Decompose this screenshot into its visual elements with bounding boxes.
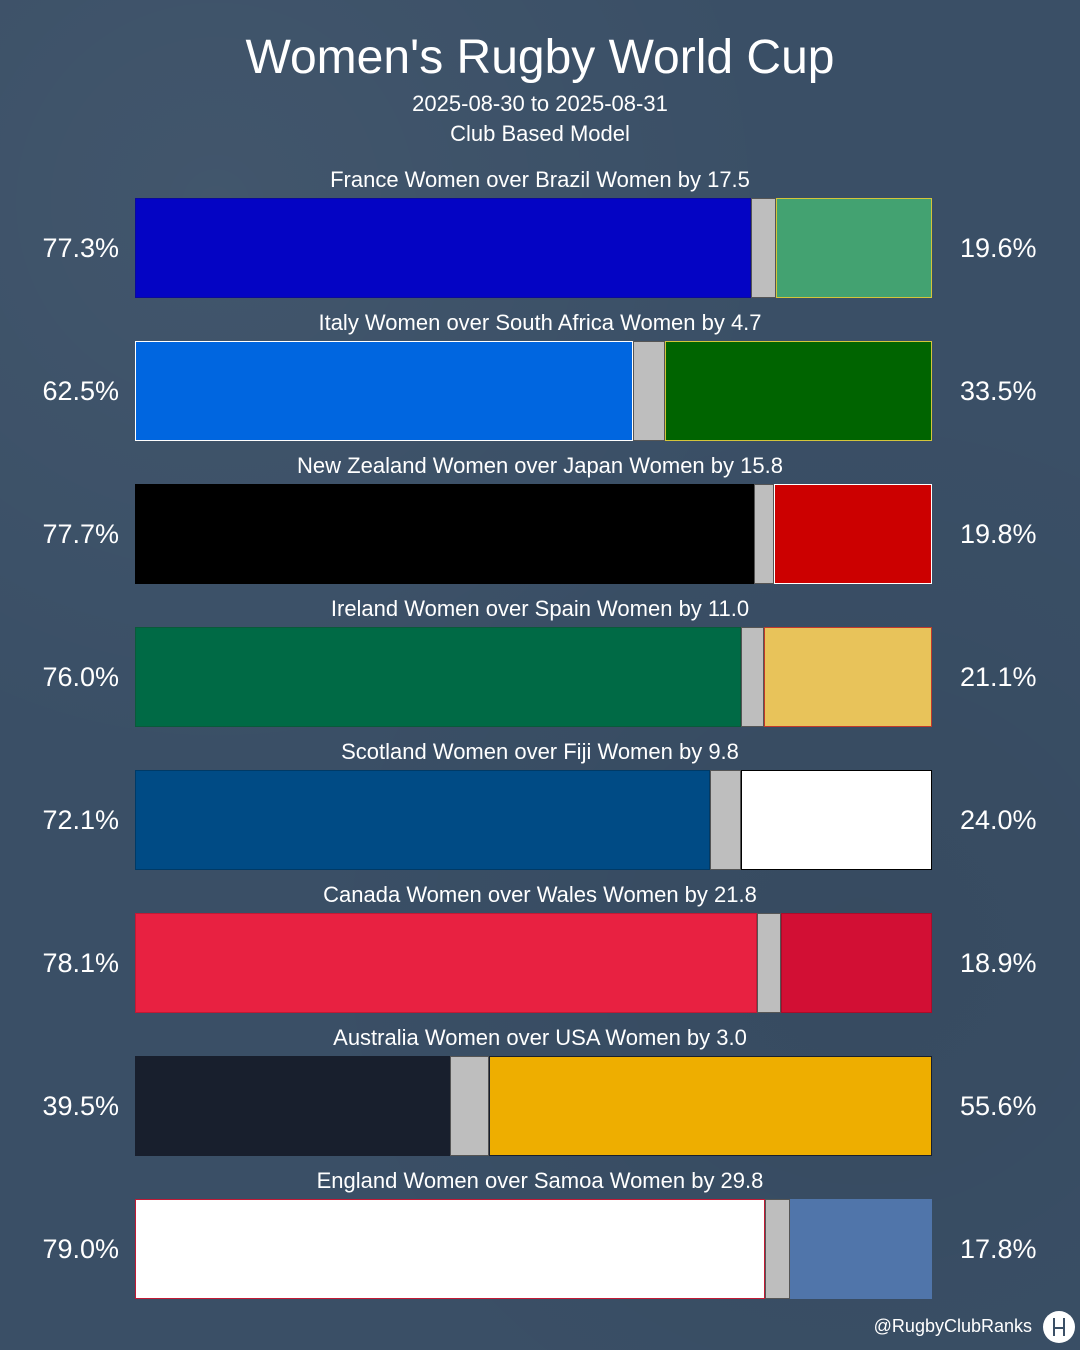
team1-win-percent: 62.5%: [42, 376, 119, 406]
probability-bar: [135, 913, 932, 1013]
match-label: Ireland Women over Spain Women by 11.0: [330, 596, 750, 621]
match-label: Canada Women over Wales Women by 21.8: [323, 882, 757, 907]
match-label: New Zealand Women over Japan Women by 15…: [297, 453, 783, 478]
team2-win-percent: 55.6%: [960, 1091, 1037, 1121]
match-label: France Women over Brazil Women by 17.5: [330, 167, 750, 192]
team2-win-segment: [764, 627, 932, 727]
probability-bar: [135, 341, 932, 441]
team1-win-percent: 77.3%: [42, 233, 119, 263]
match-row: Italy Women over South Africa Women by 4…: [0, 310, 1080, 442]
team1-win-segment: [135, 913, 757, 1013]
team2-win-segment: [790, 1199, 932, 1299]
match-row: Australia Women over USA Women by 3.0 39.…: [0, 1025, 1080, 1157]
probability-bar: [135, 484, 932, 584]
team1-win-percent: 79.0%: [42, 1234, 119, 1264]
model-name: Club Based Model: [450, 121, 630, 146]
goalposts-icon: [1043, 1311, 1075, 1343]
team2-win-percent: 19.6%: [960, 233, 1037, 263]
match-label: Italy Women over South Africa Women by 4…: [318, 310, 762, 335]
match-row: Scotland Women over Fiji Women by 9.8 72.…: [0, 739, 1080, 871]
match-row: France Women over Brazil Women by 17.5 77…: [0, 167, 1080, 299]
team1-win-percent: 77.7%: [42, 519, 119, 549]
draw-segment: [633, 341, 665, 441]
probability-bar: [135, 627, 932, 727]
chart-title: Women's Rugby World Cup: [245, 31, 835, 84]
team2-win-segment: [741, 770, 932, 870]
probability-bar: [135, 1199, 932, 1299]
team2-win-segment: [774, 484, 932, 584]
match-label: England Women over Samoa Women by 29.8: [316, 1168, 764, 1193]
team2-win-percent: 24.0%: [960, 805, 1037, 835]
team2-win-percent: 33.5%: [960, 376, 1037, 406]
team1-win-segment: [135, 198, 751, 298]
team1-win-segment: [135, 341, 633, 441]
match-row: Ireland Women over Spain Women by 11.0 76…: [0, 596, 1080, 728]
team1-win-segment: [135, 1056, 450, 1156]
draw-segment: [751, 198, 776, 298]
team1-win-percent: 76.0%: [42, 662, 119, 692]
probability-bar: [135, 1056, 932, 1156]
date-range: 2025-08-30 to 2025-08-31: [412, 91, 668, 116]
team1-win-percent: 78.1%: [42, 948, 119, 978]
team1-win-percent: 39.5%: [42, 1091, 119, 1121]
match-label: Scotland Women over Fiji Women by 9.8: [341, 739, 739, 764]
team2-win-percent: 17.8%: [960, 1234, 1037, 1264]
draw-segment: [710, 770, 741, 870]
team1-win-percent: 72.1%: [42, 805, 119, 835]
team2-win-segment: [665, 341, 932, 441]
match-row: England Women over Samoa Women by 29.8 79…: [0, 1168, 1080, 1300]
match-label: Australia Women over USA Women by 3.0: [333, 1025, 747, 1050]
probability-bar: [135, 198, 932, 298]
team1-win-segment: [135, 770, 710, 870]
team2-win-percent: 21.1%: [960, 662, 1037, 692]
match-row: New Zealand Women over Japan Women by 15…: [0, 453, 1080, 585]
team1-win-segment: [135, 484, 754, 584]
draw-segment: [765, 1199, 790, 1299]
team1-win-segment: [135, 1199, 765, 1299]
probability-bar: [135, 770, 932, 870]
team1-win-segment: [135, 627, 741, 727]
team2-win-percent: 18.9%: [960, 948, 1037, 978]
team2-win-segment: [489, 1056, 932, 1156]
team2-win-percent: 19.8%: [960, 519, 1037, 549]
draw-segment: [757, 913, 781, 1013]
draw-segment: [741, 627, 764, 727]
team2-win-segment: [776, 198, 932, 298]
credit-handle: @RugbyClubRanks: [873, 1316, 1032, 1336]
draw-segment: [754, 484, 774, 584]
team2-win-segment: [781, 913, 932, 1013]
match-row: Canada Women over Wales Women by 21.8 78.…: [0, 882, 1080, 1014]
draw-segment: [450, 1056, 489, 1156]
